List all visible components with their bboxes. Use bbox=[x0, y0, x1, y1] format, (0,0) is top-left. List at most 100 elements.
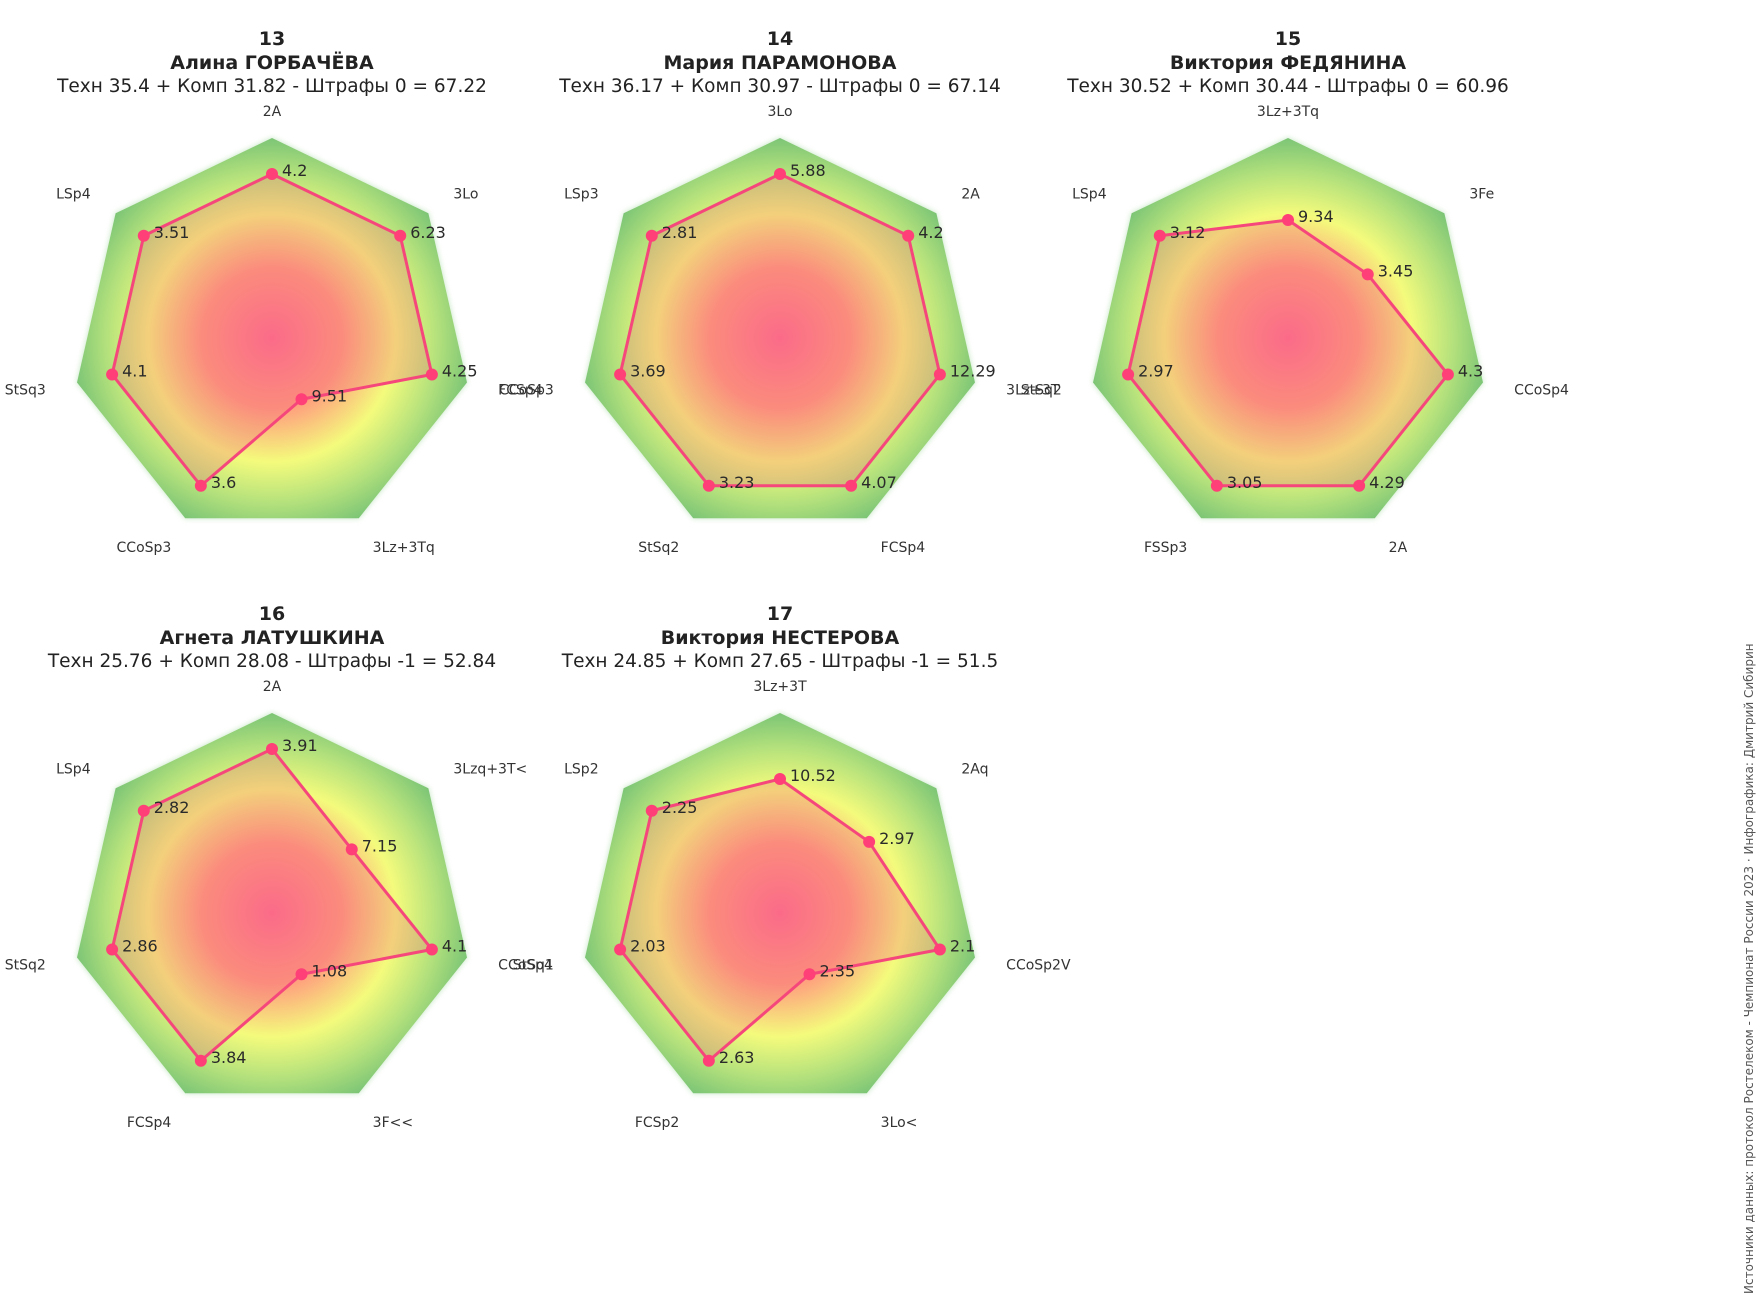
data-label: 3.6 bbox=[211, 473, 236, 492]
radar-panel-16: 16 Агнета ЛАТУШКИНА Техн 25.76 + Комп 28.0… bbox=[0, 603, 580, 1243]
data-point bbox=[345, 843, 358, 856]
data-point bbox=[933, 943, 946, 956]
background-heptagon bbox=[77, 138, 467, 519]
axis-label: CCoSp3 bbox=[117, 540, 172, 556]
axis-label: StSq2 bbox=[1021, 383, 1062, 399]
data-label: 9.34 bbox=[1298, 207, 1334, 226]
data-label: 3.23 bbox=[719, 473, 755, 492]
axis-label: 2A bbox=[1389, 540, 1408, 556]
data-label: 4.1 bbox=[442, 936, 467, 955]
score-breakdown: Техн 35.4 + Комп 31.82 - Штрафы 0 = 67.2… bbox=[57, 76, 487, 97]
data-point bbox=[645, 804, 658, 817]
skater-name: Агнета ЛАТУШКИНА bbox=[159, 627, 385, 649]
data-label: 2.35 bbox=[820, 961, 856, 980]
data-point bbox=[614, 368, 627, 381]
axis-label: FCSp4 bbox=[498, 383, 543, 399]
axis-label: LSp2 bbox=[564, 761, 598, 777]
radar-chart: 3Lo 2A 3Lz+3T FCSp4 StSq2 CCoSp3 LSp3 5.88 4.2 12… bbox=[499, 104, 1060, 556]
data-label: 3.91 bbox=[282, 736, 318, 755]
radar-chart: 3Lz+3Tq 3Fe CCoSp4 2A FSSp3 StSq2 LSp4 9.34 3.45… bbox=[1021, 104, 1569, 556]
data-point bbox=[803, 968, 816, 981]
score-breakdown: Техн 36.17 + Комп 30.97 - Штрафы 0 = 67.… bbox=[559, 76, 1001, 97]
data-point bbox=[902, 229, 915, 242]
data-label: 4.25 bbox=[442, 361, 478, 380]
data-label: 7.15 bbox=[362, 836, 398, 855]
data-label: 2.25 bbox=[662, 798, 698, 817]
data-label: 4.07 bbox=[861, 473, 897, 492]
data-label: 2.03 bbox=[630, 936, 666, 955]
panel-header: 13 Алина ГОРБАЧЁВА Техн 35.4 + Комп 31.82 … bbox=[0, 28, 544, 99]
background-heptagon bbox=[77, 713, 467, 1094]
data-point bbox=[137, 229, 150, 242]
data-label: 3.45 bbox=[1378, 261, 1414, 280]
data-label: 2.1 bbox=[950, 936, 975, 955]
data-point bbox=[1361, 268, 1374, 281]
data-label: 2.97 bbox=[1138, 361, 1174, 380]
data-label: 10.52 bbox=[790, 766, 836, 785]
panel-header: 14 Мария ПАРАМОНОВА Техн 36.17 + Комп 30.9… bbox=[508, 28, 1052, 99]
data-point bbox=[845, 479, 858, 492]
data-point bbox=[933, 368, 946, 381]
data-label: 6.23 bbox=[410, 223, 446, 242]
background-heptagon bbox=[585, 138, 975, 519]
data-point bbox=[702, 1054, 715, 1067]
data-point bbox=[774, 168, 786, 180]
axis-label: 3Lo< bbox=[881, 1115, 918, 1131]
data-point bbox=[863, 835, 876, 848]
data-point bbox=[194, 1054, 207, 1067]
data-label: 3.84 bbox=[211, 1048, 247, 1067]
data-point bbox=[266, 168, 278, 180]
axis-label: 2A bbox=[263, 679, 282, 695]
data-label: 12.29 bbox=[950, 361, 996, 380]
credit-text: Источники данных: протокол Ростелеком - … bbox=[1742, 643, 1756, 1294]
background-heptagon bbox=[585, 713, 975, 1094]
radar-panel-17: 17 Виктория НЕСТЕРОВА Техн 24.85 + Комп 27… bbox=[508, 603, 1088, 1243]
data-label: 3.12 bbox=[1170, 223, 1206, 242]
axis-label: CCoSp4 bbox=[1514, 383, 1569, 399]
radar-chart: 3Lz+3T 2Aq CCoSp2V 3Lo< FCSp2 StSq1 LSp2 10.52 2… bbox=[513, 679, 1071, 1131]
rank-number: 13 bbox=[258, 28, 286, 50]
data-label: 3.69 bbox=[630, 361, 666, 380]
axis-label: 3F<< bbox=[373, 1115, 413, 1131]
axis-label: 3Lz+3T bbox=[753, 679, 807, 695]
radar-panel-15: 15 Виктория ФЕДЯНИНА Техн 30.52 + Комп 30.… bbox=[1016, 28, 1596, 668]
data-point bbox=[394, 229, 407, 242]
data-point bbox=[1153, 229, 1166, 242]
series-polygon bbox=[110, 172, 434, 488]
data-label: 3.51 bbox=[154, 223, 190, 242]
score-breakdown: Техн 24.85 + Комп 27.65 - Штрафы -1 = 51… bbox=[561, 651, 999, 672]
data-point bbox=[1210, 479, 1223, 492]
radar-chart: 2A 3Lo FCSp4 3Lz+3Tq CCoSp3 StSq3 LSp4 4.2 6.23 4… bbox=[5, 104, 543, 556]
data-label: 1.08 bbox=[312, 961, 348, 980]
axis-label: FCSp4 bbox=[127, 1115, 172, 1131]
data-label: 4.3 bbox=[1458, 361, 1483, 380]
skater-name: Виктория НЕСТЕРОВА bbox=[660, 627, 900, 649]
axis-label: 3Lzq+3T< bbox=[453, 761, 527, 777]
data-point bbox=[295, 968, 308, 981]
series-polygon bbox=[618, 777, 942, 1063]
axis-label: 3Fe bbox=[1469, 186, 1494, 202]
data-point bbox=[425, 943, 438, 956]
axis-label: LSp4 bbox=[56, 186, 91, 202]
axis-label: LSp4 bbox=[1072, 186, 1107, 202]
data-point bbox=[194, 479, 207, 492]
axis-label: FSSp3 bbox=[1144, 540, 1187, 556]
data-label: 5.88 bbox=[790, 161, 826, 180]
axis-label: 2A bbox=[263, 104, 282, 120]
axis-label: 3Lz+3T bbox=[1006, 383, 1060, 399]
rank-number: 16 bbox=[258, 603, 286, 625]
axis-label: CCoSp3 bbox=[499, 383, 554, 399]
data-label: 2.82 bbox=[154, 798, 190, 817]
series-polygon bbox=[618, 172, 942, 488]
data-point bbox=[295, 393, 308, 406]
data-label: 4.29 bbox=[1369, 473, 1405, 492]
panel-header: 15 Виктория ФЕДЯНИНА Техн 30.52 + Комп 30.… bbox=[1016, 28, 1560, 99]
data-label: 2.81 bbox=[662, 223, 698, 242]
axis-label: 2A bbox=[961, 186, 980, 202]
data-point bbox=[425, 368, 438, 381]
axis-label: StSq2 bbox=[638, 540, 679, 556]
axis-label: 3Lz+3Tq bbox=[1257, 104, 1319, 120]
score-breakdown: Техн 25.76 + Комп 28.08 - Штрафы -1 = 52… bbox=[47, 651, 497, 672]
axis-label: StSq2 bbox=[5, 958, 46, 974]
data-point bbox=[1441, 368, 1454, 381]
